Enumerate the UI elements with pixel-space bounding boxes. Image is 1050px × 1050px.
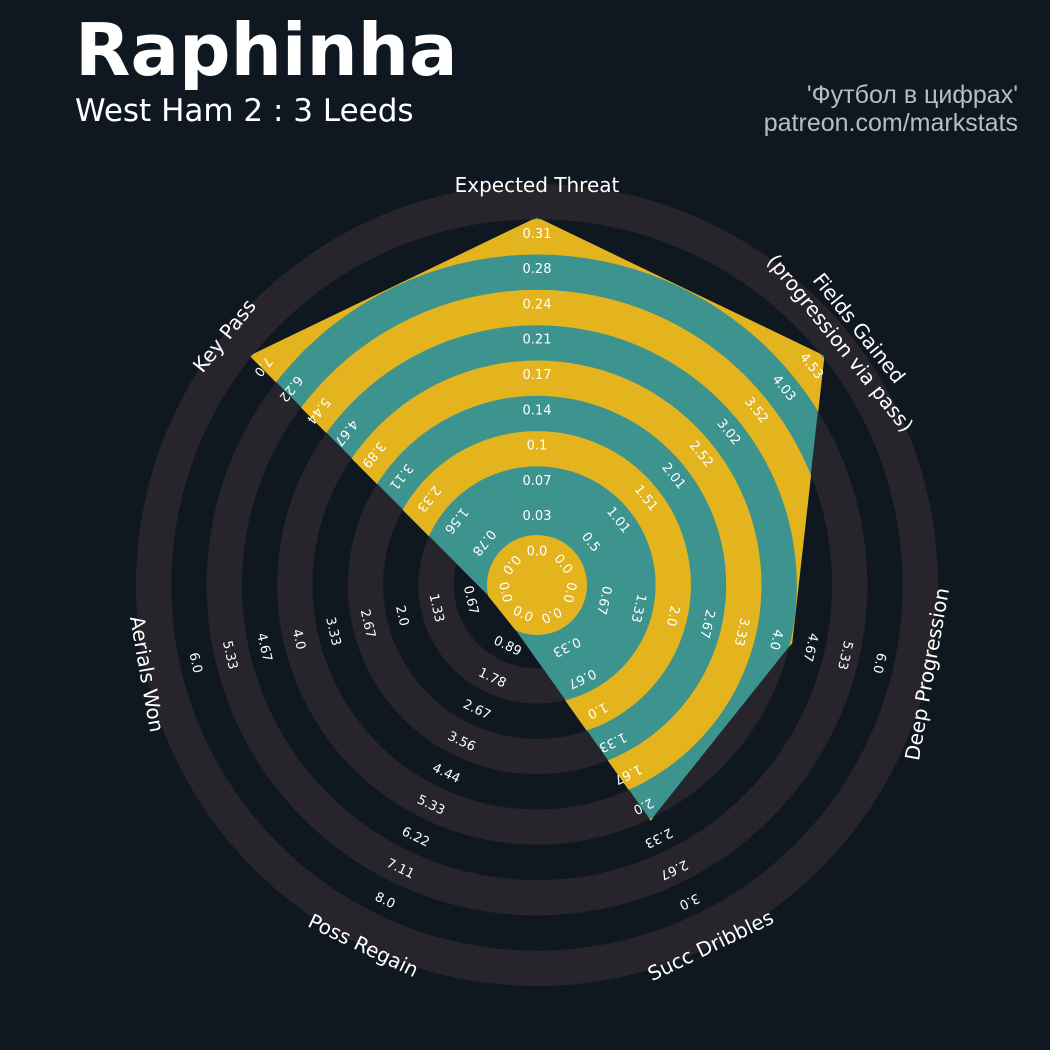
tick-labels: 0.0 0.03 0.07 0.1 0.14 0.17 0.21 0.24 0.28 0.31 0.… <box>185 227 888 912</box>
tick-label: 0.67 <box>593 584 614 616</box>
tick-label: 1.33 <box>628 592 649 624</box>
tick-label: 3.33 <box>731 616 752 648</box>
tick-label: 0.0 <box>495 581 514 605</box>
tick-label: 4.67 <box>253 632 274 664</box>
tick-label: 5.33 <box>219 639 240 671</box>
tick-label: 4.0 <box>289 628 308 652</box>
tick-label: 6.0 <box>869 651 888 675</box>
tick-label: 0.14 <box>523 403 552 418</box>
tick-label: 0.17 <box>523 368 552 383</box>
tick-label: 0.1 <box>527 439 548 454</box>
param-label: Expected Threat <box>455 173 620 197</box>
tick-label: 0.03 <box>523 509 552 524</box>
credit-line-1: 'Футбол в цифрах' <box>806 81 1018 109</box>
tick-label: 6.22 <box>399 824 432 850</box>
tick-label: 0.31 <box>523 227 552 242</box>
tick-label: 8.0 <box>372 890 397 912</box>
credit-line-2: patreon.com/markstats <box>763 109 1018 137</box>
tick-label: 0.21 <box>523 333 552 348</box>
inner-highlight-disc <box>487 535 587 635</box>
match-subtitle: West Ham 2 : 3 Leeds <box>75 93 414 129</box>
tick-label: 4.0 <box>766 628 785 652</box>
tick-label: 1.33 <box>426 592 447 624</box>
tick-label: 2.67 <box>357 608 378 640</box>
tick-label: 4.67 <box>800 631 821 663</box>
tick-label: 0.24 <box>523 297 552 312</box>
tick-label: 0.28 <box>523 262 552 277</box>
tick-label: 2.67 <box>460 697 493 723</box>
tick-label: 4.44 <box>430 761 463 787</box>
tick-label: 3.0 <box>677 890 702 912</box>
tick-label: 0.0 <box>527 545 548 560</box>
tick-label: 2.0 <box>392 604 411 628</box>
tick-label: 2.0 <box>663 604 682 628</box>
tick-label: 3.33 <box>322 616 343 648</box>
player-name-title: Raphinha <box>75 8 458 92</box>
tick-label: 2.67 <box>696 608 717 640</box>
tick-label: 5.33 <box>834 639 855 671</box>
tick-label: 0.07 <box>523 474 552 489</box>
tick-label: 6.0 <box>185 651 204 675</box>
tick-label: 2.33 <box>642 824 675 850</box>
tick-label: 0.89 <box>491 633 524 659</box>
tick-label: 0.67 <box>460 584 481 616</box>
tick-label: 0.0 <box>560 581 579 605</box>
